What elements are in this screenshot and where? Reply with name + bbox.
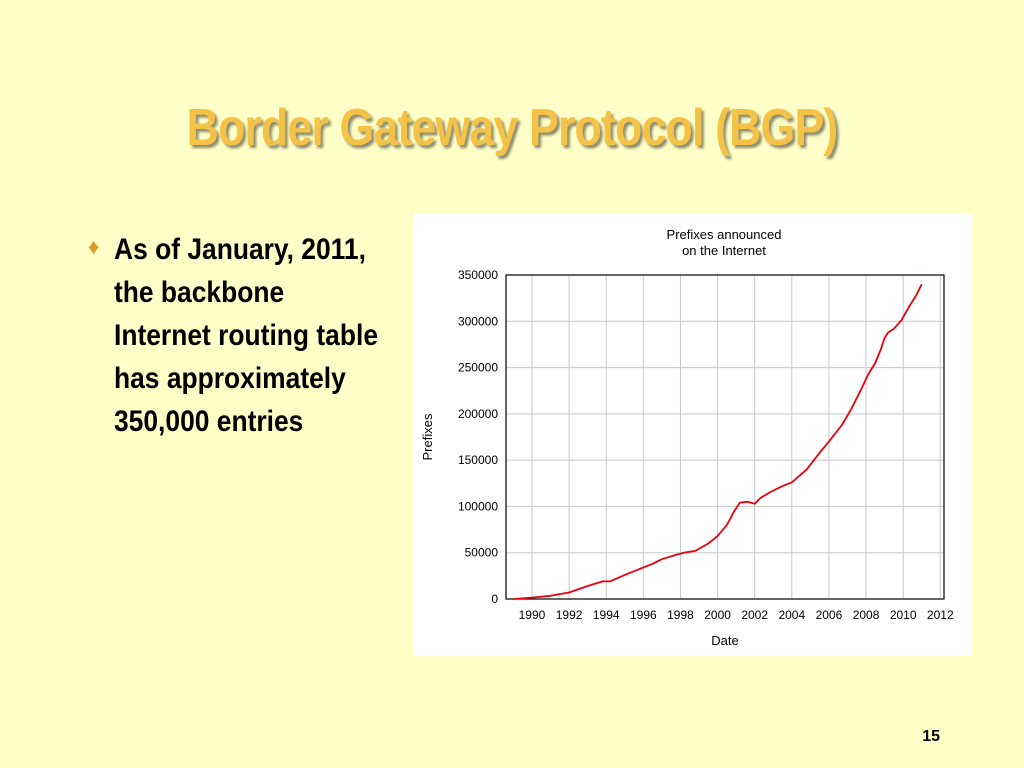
x-tick-label: 1996: [630, 608, 657, 622]
y-tick-label: 0: [491, 592, 498, 606]
x-tick-label: 1994: [593, 608, 620, 622]
chart-panel: Prefixes announced on the Internet 1990 1…: [414, 213, 972, 656]
chart-title-line-1: Prefixes announced: [667, 227, 782, 242]
y-tick-label: 300000: [458, 314, 498, 328]
x-tick-label: 1998: [667, 608, 694, 622]
y-tick-label: 200000: [458, 407, 498, 421]
x-axis-label: Date: [711, 633, 738, 648]
x-tick-label: 2002: [741, 608, 768, 622]
bullet-text: As of January, 2011, the backbone Intern…: [114, 233, 378, 438]
y-tick-label: 250000: [458, 361, 498, 375]
prefixes-series-line: [513, 283, 923, 600]
x-tick-label: 2010: [890, 608, 917, 622]
y-tick-label: 350000: [458, 268, 498, 282]
prefixes-chart: Prefixes announced on the Internet 1990 1…: [420, 227, 954, 648]
x-tick-label: 2006: [816, 608, 843, 622]
y-tick-label: 150000: [458, 453, 498, 467]
x-tick-label: 2008: [853, 608, 880, 622]
chart-title-line-2: on the Internet: [682, 243, 766, 258]
x-tick-label: 1990: [519, 608, 546, 622]
diamond-bullet-icon: ♦: [88, 234, 100, 259]
slide-number: 15: [922, 728, 940, 745]
plot-frame: [505, 274, 945, 600]
x-tick-label: 2000: [704, 608, 731, 622]
y-tick-label: 50000: [465, 546, 499, 560]
slide-title: Border Gateway Protocol (BGP): [186, 99, 839, 157]
y-axis-label: Prefixes: [420, 413, 435, 460]
x-tick-label: 2004: [778, 608, 805, 622]
y-tick-label: 100000: [458, 499, 498, 513]
x-tick-label: 1992: [556, 608, 583, 622]
x-tick-label: 2012: [927, 608, 954, 622]
